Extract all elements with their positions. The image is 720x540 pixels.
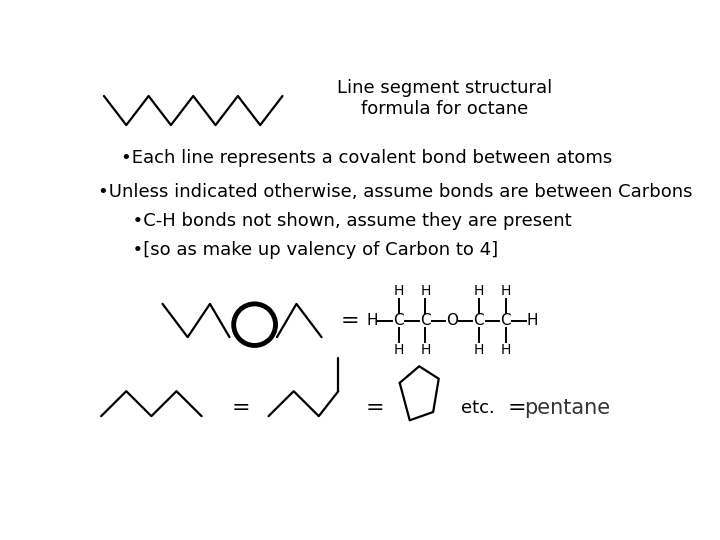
Text: =: = <box>508 398 526 418</box>
Text: =: = <box>340 310 359 330</box>
Text: H: H <box>500 342 511 356</box>
Text: H: H <box>500 285 511 299</box>
Text: C: C <box>393 313 404 328</box>
Text: H: H <box>474 285 484 299</box>
Text: C: C <box>474 313 485 328</box>
Text: =: = <box>365 398 384 418</box>
Text: Line segment structural
formula for octane: Line segment structural formula for octa… <box>337 79 552 118</box>
Text: H: H <box>393 342 404 356</box>
Text: •Each line represents a covalent bond between atoms: •Each line represents a covalent bond be… <box>121 150 612 167</box>
Text: •C-H bonds not shown, assume they are present: •C-H bonds not shown, assume they are pr… <box>121 212 571 230</box>
Text: =: = <box>231 398 250 418</box>
Text: pentane: pentane <box>524 398 610 418</box>
Text: H: H <box>393 285 404 299</box>
Text: H: H <box>366 313 377 328</box>
Text: O: O <box>446 313 458 328</box>
Text: •[so as make up valency of Carbon to 4]: •[so as make up valency of Carbon to 4] <box>121 241 498 259</box>
Text: H: H <box>420 285 431 299</box>
Text: H: H <box>420 342 431 356</box>
Text: C: C <box>500 313 511 328</box>
Text: H: H <box>527 313 539 328</box>
Text: •Unless indicated otherwise, assume bonds are between Carbons: •Unless indicated otherwise, assume bond… <box>99 183 693 201</box>
Text: C: C <box>420 313 431 328</box>
Text: etc.: etc. <box>461 399 495 417</box>
Text: H: H <box>474 342 484 356</box>
